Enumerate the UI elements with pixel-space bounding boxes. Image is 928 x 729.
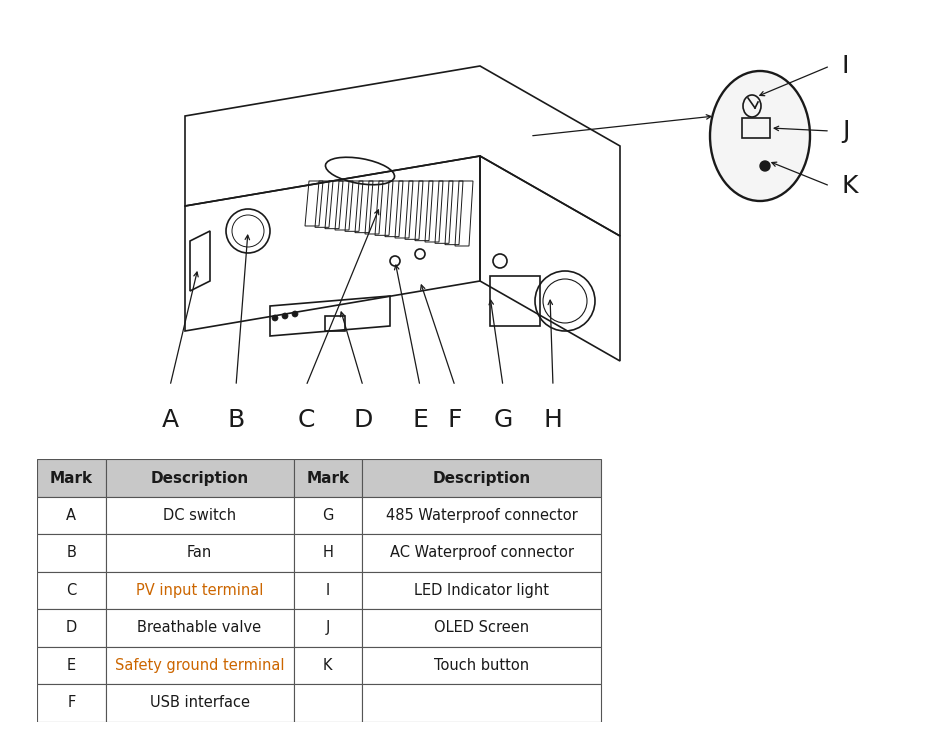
- Text: AC Waterproof connector: AC Waterproof connector: [389, 545, 573, 561]
- Text: OLED Screen: OLED Screen: [433, 620, 529, 636]
- Text: B: B: [227, 408, 244, 432]
- Text: Mark: Mark: [306, 470, 349, 486]
- Bar: [362, 609, 600, 647]
- Bar: [37, 534, 106, 572]
- Bar: [489, 276, 539, 326]
- Text: G: G: [493, 408, 512, 432]
- Text: A: A: [66, 508, 76, 523]
- Text: D: D: [66, 620, 77, 636]
- Text: Fan: Fan: [187, 545, 212, 561]
- Bar: [293, 572, 362, 609]
- Text: Breathable valve: Breathable valve: [137, 620, 262, 636]
- Bar: [37, 685, 106, 722]
- Text: DC switch: DC switch: [162, 508, 236, 523]
- Text: C: C: [66, 583, 76, 598]
- Text: H: H: [322, 545, 333, 561]
- Text: Mark: Mark: [50, 470, 93, 486]
- Bar: [362, 534, 600, 572]
- Bar: [106, 496, 293, 534]
- Circle shape: [272, 315, 277, 321]
- Circle shape: [759, 161, 769, 171]
- Text: D: D: [353, 408, 372, 432]
- Text: E: E: [67, 658, 76, 673]
- Text: Description: Description: [150, 470, 249, 486]
- Text: G: G: [322, 508, 333, 523]
- Bar: [362, 496, 600, 534]
- Bar: [106, 685, 293, 722]
- Text: J: J: [841, 119, 848, 143]
- Bar: [362, 685, 600, 722]
- Bar: [293, 647, 362, 685]
- Bar: [293, 496, 362, 534]
- Text: H: H: [543, 408, 561, 432]
- Bar: [37, 647, 106, 685]
- Text: J: J: [325, 620, 329, 636]
- Text: B: B: [66, 545, 76, 561]
- Text: PV input terminal: PV input terminal: [135, 583, 263, 598]
- Bar: [37, 496, 106, 534]
- Circle shape: [282, 313, 288, 319]
- Text: A: A: [161, 408, 178, 432]
- Bar: [293, 685, 362, 722]
- Text: I: I: [841, 54, 848, 78]
- Text: C: C: [297, 408, 315, 432]
- Text: F: F: [67, 695, 75, 711]
- Bar: [293, 609, 362, 647]
- Text: I: I: [326, 583, 329, 598]
- Text: USB interface: USB interface: [149, 695, 250, 711]
- Bar: [293, 459, 362, 496]
- Text: 485 Waterproof connector: 485 Waterproof connector: [385, 508, 577, 523]
- Text: Touch button: Touch button: [433, 658, 529, 673]
- Text: F: F: [447, 408, 462, 432]
- Bar: [106, 534, 293, 572]
- Text: LED Indicator light: LED Indicator light: [414, 583, 548, 598]
- Text: K: K: [323, 658, 332, 673]
- Bar: [362, 459, 600, 496]
- Bar: [106, 609, 293, 647]
- Bar: [106, 647, 293, 685]
- Circle shape: [291, 311, 298, 317]
- Ellipse shape: [709, 71, 809, 201]
- Bar: [37, 459, 106, 496]
- Bar: [741, 118, 769, 138]
- Bar: [293, 534, 362, 572]
- Bar: [325, 316, 344, 331]
- Bar: [362, 572, 600, 609]
- Bar: [37, 572, 106, 609]
- Bar: [106, 459, 293, 496]
- Text: Description: Description: [432, 470, 530, 486]
- Text: K: K: [841, 174, 857, 198]
- Bar: [106, 572, 293, 609]
- Bar: [362, 647, 600, 685]
- Bar: [37, 609, 106, 647]
- Text: E: E: [412, 408, 428, 432]
- Text: Safety ground terminal: Safety ground terminal: [115, 658, 284, 673]
